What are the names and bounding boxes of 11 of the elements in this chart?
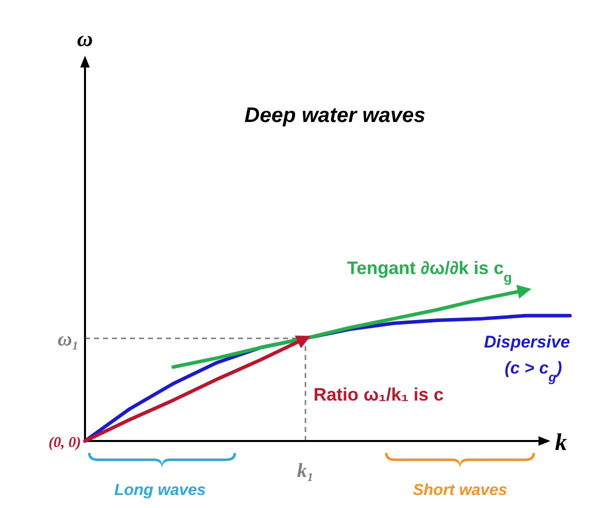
text: Long waves xyxy=(114,482,206,499)
annotation: (0, 0) xyxy=(48,435,81,451)
text: Ratio ω₁/k₁ is c xyxy=(313,384,444,404)
ref-line-label: ω₁ xyxy=(58,328,79,350)
chart-title: Deep water waves xyxy=(244,104,426,127)
text: k₁ xyxy=(296,460,314,482)
x-axis-title: k xyxy=(555,430,567,456)
series-label: Dispersive (c > c$_{g}$) xyxy=(484,332,570,384)
series-label: Tengant ∂ω/∂k is c$_{g}$ xyxy=(346,258,512,284)
text: Short waves xyxy=(412,482,508,499)
text: ω xyxy=(77,26,94,51)
